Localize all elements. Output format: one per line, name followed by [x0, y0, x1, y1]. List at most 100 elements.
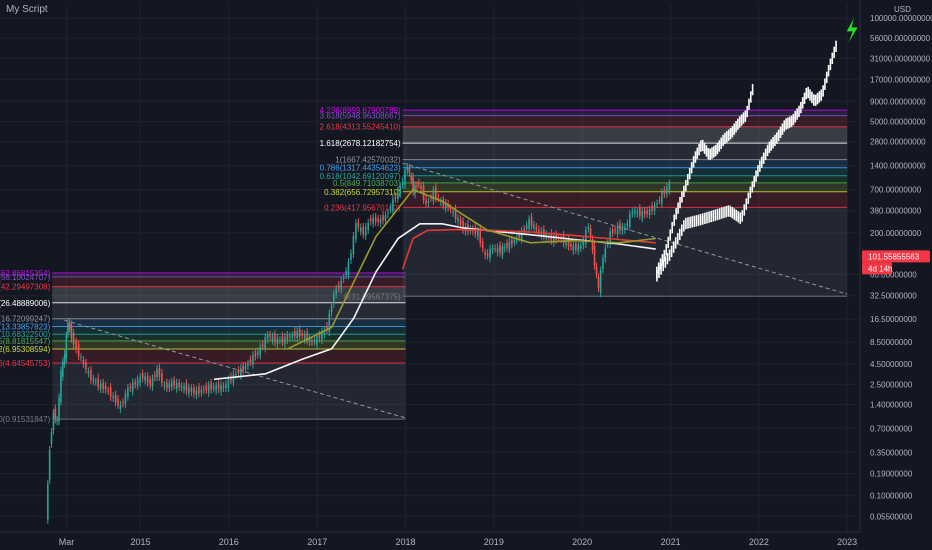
- fib-level-label: 1.618(2678.12182754): [320, 139, 401, 148]
- candle-body: [410, 176, 413, 181]
- candle-body: [631, 212, 634, 214]
- candle-body: [58, 397, 60, 422]
- candle-body: [653, 205, 656, 211]
- price-tick-label: 16.50000000: [870, 315, 917, 324]
- candle-body: [533, 224, 535, 229]
- candle-body: [602, 258, 604, 270]
- price-badge: [862, 250, 930, 263]
- candle-body: [109, 387, 112, 398]
- candle-body: [266, 334, 269, 340]
- candle-body: [412, 176, 414, 192]
- fib-level-label: 0.618(1042.69120097): [320, 172, 401, 181]
- fib-level-label: 2.618(4313.55245410): [320, 123, 401, 132]
- candle-body: [284, 336, 286, 345]
- candle-body: [337, 284, 340, 289]
- candle-body: [656, 203, 658, 205]
- candle-body: [345, 271, 347, 276]
- candle-body: [484, 252, 486, 256]
- candle-body: [333, 293, 335, 304]
- candle-body: [313, 340, 316, 342]
- price-tick-label: 31000.00000000: [870, 55, 931, 64]
- candle-body: [303, 334, 306, 340]
- candle-body: [227, 379, 230, 388]
- candle-body: [577, 245, 580, 251]
- candle-body: [567, 239, 570, 247]
- candle-body: [582, 239, 585, 246]
- candle-body: [326, 325, 328, 330]
- candle-body: [264, 337, 266, 349]
- candle-body: [416, 185, 418, 187]
- candle-body: [427, 201, 430, 204]
- candle-body: [538, 229, 540, 232]
- candle-body: [68, 322, 71, 329]
- fib-level-label: 4.236(6959.67900789): [320, 106, 401, 115]
- candle-body: [308, 338, 311, 343]
- candle-body: [486, 253, 489, 256]
- candle-body: [188, 387, 190, 394]
- time-tick-label: 2017: [307, 537, 327, 547]
- fib-zone: [52, 286, 406, 303]
- candle-body: [636, 211, 639, 214]
- candle-body: [589, 228, 592, 237]
- candle-body: [342, 277, 345, 279]
- candle-body: [570, 243, 572, 247]
- projection-path: [656, 40, 837, 282]
- fib-level-label: 2.618(42.29497308): [0, 283, 51, 292]
- candle-body: [614, 229, 616, 231]
- candle-body: [230, 376, 232, 381]
- fib-level-label: 1.618(26.48889006): [0, 299, 51, 308]
- candle-body: [491, 248, 494, 251]
- candle-body: [212, 386, 215, 389]
- candle-body: [489, 248, 491, 259]
- candle-body: [593, 245, 596, 266]
- candle-body: [122, 402, 124, 404]
- fib-zone: [402, 182, 848, 192]
- candle-body: [279, 340, 281, 342]
- price-tick-label: 8.50000000: [870, 338, 913, 347]
- candle-body: [437, 197, 440, 199]
- fib-zone: [52, 340, 406, 350]
- fib-level-label: 1(16.72099247): [0, 315, 51, 324]
- fib-zone: [52, 318, 406, 327]
- candle-body: [477, 230, 479, 237]
- fib-retracement-2: 4.236(6959.67900789)3.618(5948.96308667)…: [320, 106, 848, 301]
- candle-body: [261, 344, 264, 347]
- time-tick-label: 2019: [484, 537, 504, 547]
- time-axis: Mar 2015 2016 2017 2018 2019 2020 2021 2022 2023: [0, 531, 860, 547]
- fib-level-label: 0(0.91531847): [0, 415, 51, 424]
- candle-body: [661, 192, 663, 204]
- candle-body: [203, 389, 205, 391]
- candle-body: [301, 333, 303, 336]
- candle-body: [525, 225, 528, 230]
- candle-body: [144, 376, 146, 381]
- candle-body: [87, 371, 90, 374]
- candle-body: [513, 240, 516, 243]
- candle-body: [347, 262, 350, 276]
- candle-body: [481, 241, 484, 249]
- candle-body: [60, 370, 62, 402]
- candle-body: [528, 219, 530, 230]
- price-tick-label: 380.00000000: [870, 207, 922, 216]
- candle-body: [394, 196, 397, 199]
- candle-body: [379, 218, 382, 224]
- fib-zone: [52, 272, 406, 277]
- candle-body: [425, 199, 427, 204]
- candle-body: [291, 335, 294, 337]
- candle-body: [90, 370, 92, 380]
- candle-body: [597, 277, 600, 288]
- candle-body: [572, 245, 575, 251]
- candle-body: [580, 246, 582, 248]
- candle-body: [389, 207, 392, 210]
- candle-body: [217, 383, 220, 390]
- candle-body: [595, 266, 598, 275]
- fib-level-label: 0(31.99567375): [344, 292, 401, 301]
- candle-body: [382, 214, 384, 221]
- price-tick-label: 700.00000000: [870, 186, 922, 195]
- candle-body: [77, 344, 80, 357]
- price-tick-label: 60.00000000: [870, 271, 917, 280]
- candle-body: [352, 235, 355, 255]
- candle-body: [432, 189, 435, 202]
- candle-body: [298, 329, 301, 337]
- candle-body: [506, 243, 508, 248]
